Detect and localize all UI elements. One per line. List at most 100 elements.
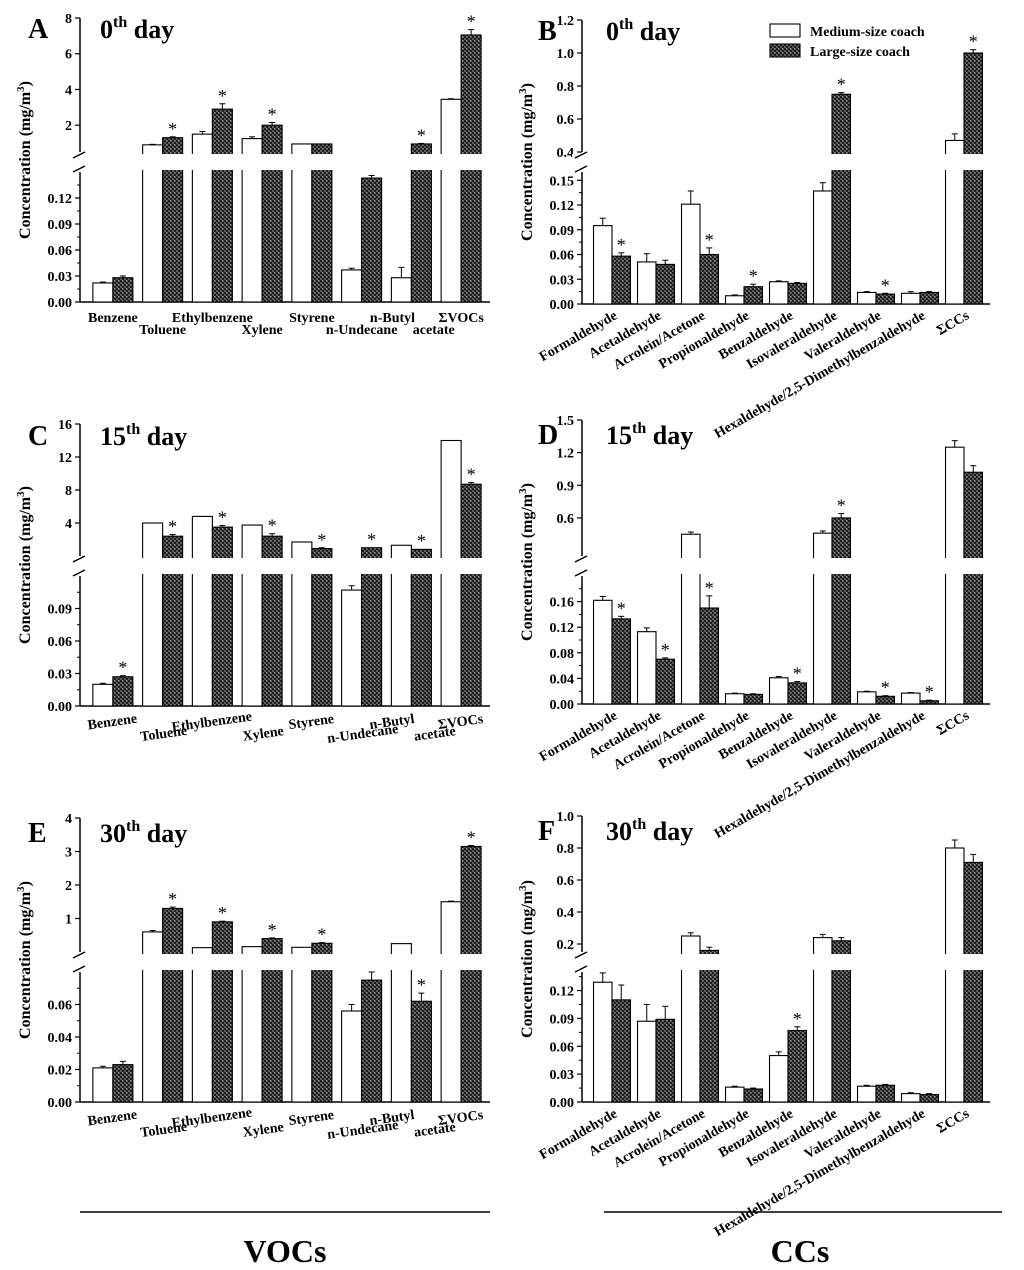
bar-medium-3 bbox=[191, 947, 213, 1103]
significance-mark: * bbox=[168, 889, 177, 909]
significance-mark: * bbox=[705, 230, 714, 250]
bar-medium-5 bbox=[768, 1055, 789, 1103]
bar-medium-6 bbox=[812, 190, 833, 305]
bar-large-2 bbox=[655, 658, 676, 705]
bar-medium-2 bbox=[636, 1020, 657, 1103]
x-tick-label: ΣVOCs bbox=[437, 1108, 485, 1129]
significance-mark: * bbox=[218, 903, 227, 923]
axis-break-mark bbox=[574, 951, 588, 959]
y-tick-label: 0.00 bbox=[48, 1096, 73, 1111]
axis-break-mark bbox=[72, 151, 86, 159]
axis-break-band bbox=[70, 558, 494, 574]
x-tick-label: ΣCCs bbox=[934, 1106, 972, 1137]
bar-large-6 bbox=[831, 517, 852, 705]
axis-break-mark bbox=[574, 151, 588, 159]
bar-medium-4 bbox=[241, 524, 263, 707]
significance-mark: * bbox=[317, 530, 326, 550]
panel-C: 0.00 0.03 0.06 0.09 4 8 12 16 Concentration (mg/… bbox=[15, 418, 494, 747]
x-tick-label: Ethylbenzene bbox=[171, 709, 253, 735]
y-tick-label: 2 bbox=[65, 879, 72, 894]
y-tick-label: 0.9 bbox=[557, 479, 575, 494]
y-tick-label: 1.2 bbox=[557, 447, 575, 462]
y-tick-label: 6 bbox=[65, 48, 72, 63]
panel-B: 0.00 0.03 0.06 0.09 0.12 0.15 0.4 0.6 0.8 1.0 1.2 C… bbox=[517, 14, 994, 442]
bar-large-7 bbox=[410, 548, 432, 707]
x-tick-label: Styrene bbox=[288, 1108, 335, 1129]
y-tick-label: 0.03 bbox=[550, 1068, 575, 1083]
significance-mark: * bbox=[969, 32, 978, 52]
y-tick-label: 1.2 bbox=[557, 14, 575, 29]
y-tick-label: 0.06 bbox=[48, 635, 73, 650]
y-axis-label: Concentration (mg/m3) bbox=[517, 880, 536, 1038]
y-tick-label: 0.03 bbox=[550, 273, 575, 288]
significance-mark: * bbox=[617, 235, 626, 255]
axis-break-band bbox=[572, 558, 994, 574]
x-tick-label: n-Butyl bbox=[369, 712, 416, 733]
bar-large-8 bbox=[919, 291, 940, 305]
bar-medium-7 bbox=[390, 277, 412, 303]
x-tick-label: Xylene bbox=[242, 1120, 285, 1141]
y-tick-label: 0.16 bbox=[550, 596, 575, 611]
bar-large-9 bbox=[963, 471, 984, 705]
y-tick-label: 0.12 bbox=[550, 199, 575, 214]
bar-large-1 bbox=[611, 255, 632, 305]
panel-title: 0th day bbox=[100, 14, 174, 44]
legend: Medium-size coach Large-size coach bbox=[769, 23, 925, 60]
x-tick-label: acetate bbox=[413, 323, 455, 338]
group-label-vocs: VOCs bbox=[244, 1233, 327, 1269]
y-tick-label: 1.0 bbox=[557, 810, 575, 825]
bar-medium-1 bbox=[92, 1067, 114, 1103]
y-tick-label: 4 bbox=[65, 83, 72, 98]
bar-large-4 bbox=[743, 1088, 764, 1103]
y-axis-label: Concentration (mg/m3) bbox=[15, 486, 34, 644]
axis-break-band bbox=[70, 954, 494, 970]
significance-mark: * bbox=[793, 664, 802, 684]
panel-D: 0.00 0.04 0.08 0.12 0.16 0.6 0.9 1.2 1.5 Concentr… bbox=[517, 414, 994, 842]
significance-mark: * bbox=[837, 75, 846, 95]
significance-mark: * bbox=[467, 465, 476, 485]
significance-mark: * bbox=[617, 598, 626, 618]
x-tick-label: Toluene bbox=[140, 724, 189, 745]
y-tick-label: 0.6 bbox=[557, 113, 575, 128]
y-tick-label: 1.5 bbox=[557, 414, 575, 429]
bar-large-3 bbox=[211, 108, 233, 303]
bar-large-5 bbox=[787, 682, 808, 705]
y-tick-label: 0.09 bbox=[48, 218, 73, 233]
bar-medium-5 bbox=[768, 677, 789, 705]
bar-medium-8 bbox=[900, 292, 921, 305]
bar-large-1 bbox=[611, 618, 632, 705]
significance-mark: * bbox=[793, 1009, 802, 1029]
y-tick-label: 8 bbox=[65, 12, 72, 27]
bar-medium-2 bbox=[142, 522, 164, 707]
significance-mark: * bbox=[749, 266, 758, 286]
y-tick-label: 0.8 bbox=[557, 80, 575, 95]
bar-medium-4 bbox=[724, 1086, 745, 1103]
bar-large-2 bbox=[655, 263, 676, 305]
bar-large-6 bbox=[361, 177, 383, 303]
x-tick-label: Benzene bbox=[88, 311, 138, 326]
bar-large-1 bbox=[112, 1064, 134, 1103]
bar-medium-3 bbox=[191, 515, 213, 707]
x-tick-label: n-Butyl bbox=[370, 311, 415, 326]
x-tick-label: ΣCCs bbox=[934, 708, 972, 739]
bar-large-3 bbox=[699, 253, 720, 305]
y-axis-label: Concentration (mg/m3) bbox=[15, 881, 34, 1039]
y-axis-label: Concentration (mg/m3) bbox=[517, 83, 536, 241]
axis-break-band bbox=[572, 954, 994, 970]
bar-large-2 bbox=[655, 1018, 676, 1103]
bar-large-1 bbox=[611, 999, 632, 1103]
y-tick-label: 0.2 bbox=[557, 938, 575, 953]
panel-letter: B bbox=[538, 16, 557, 47]
y-tick-label: 16 bbox=[58, 418, 72, 433]
y-tick-label: 0.09 bbox=[550, 224, 575, 239]
y-tick-label: 0.00 bbox=[550, 298, 575, 313]
y-tick-label: 0.06 bbox=[550, 249, 575, 264]
panel-title: 15th day bbox=[100, 421, 187, 451]
bar-medium-6 bbox=[341, 589, 363, 707]
bar-large-6 bbox=[361, 979, 383, 1103]
x-tick-label: ΣVOCs bbox=[438, 311, 484, 326]
significance-mark: * bbox=[417, 125, 426, 145]
x-tick-label: n-Butyl bbox=[369, 1108, 416, 1129]
bar-medium-7 bbox=[856, 1085, 877, 1103]
y-tick-label: 1 bbox=[65, 913, 72, 928]
